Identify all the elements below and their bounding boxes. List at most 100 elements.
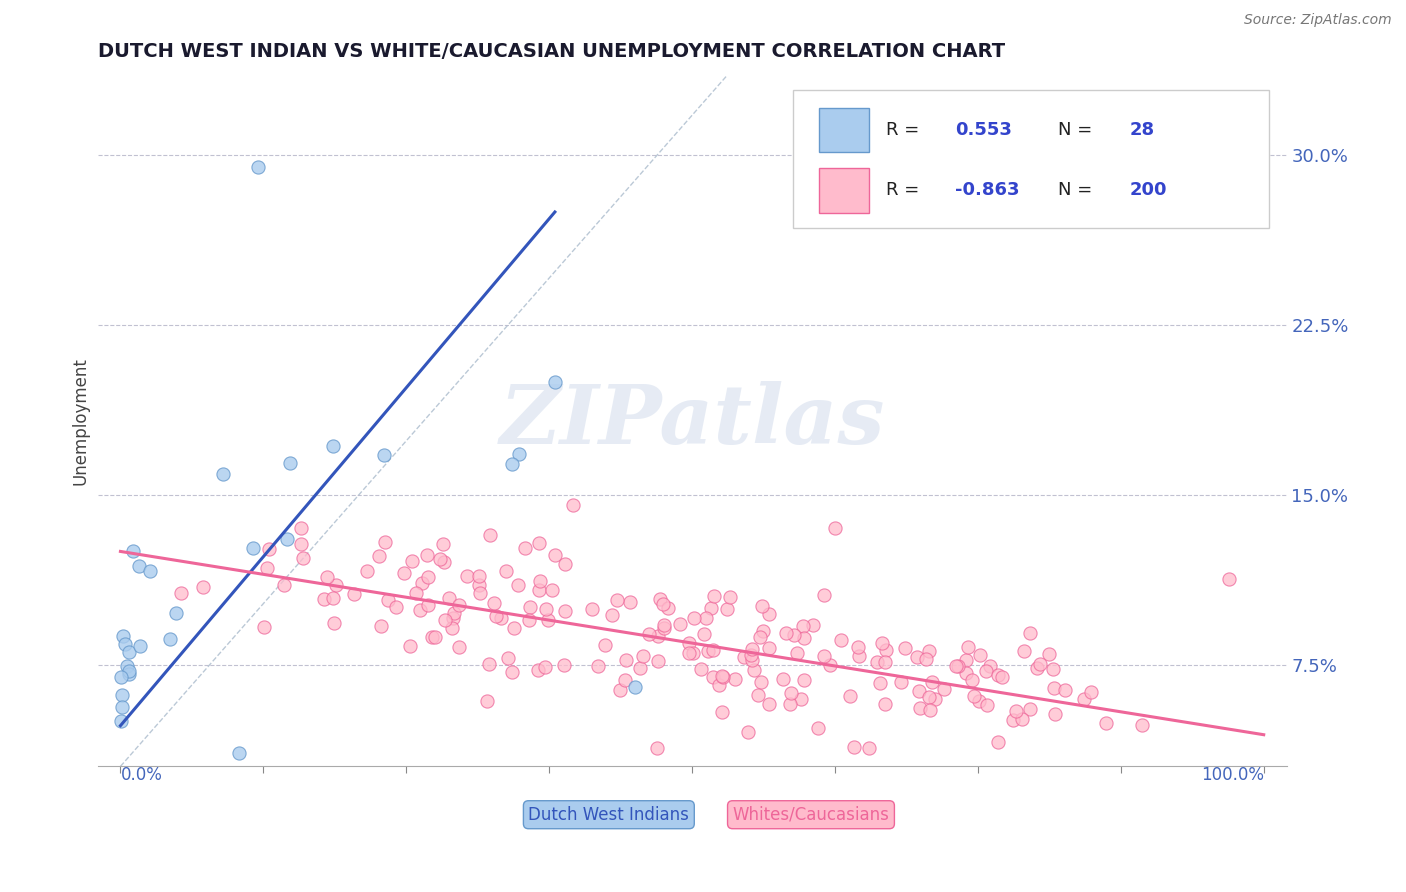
Point bbox=[418, 598, 440, 612]
Point bbox=[325, 577, 347, 591]
Text: 28: 28 bbox=[1129, 121, 1154, 139]
Point bbox=[485, 609, 508, 624]
Point bbox=[1130, 717, 1153, 731]
Point bbox=[790, 692, 813, 706]
Point bbox=[711, 705, 734, 719]
Point bbox=[456, 568, 478, 582]
Point bbox=[647, 629, 669, 643]
Point bbox=[416, 548, 439, 562]
Point bbox=[682, 646, 704, 660]
Point bbox=[650, 592, 672, 607]
Point bbox=[553, 657, 575, 672]
Point bbox=[118, 664, 141, 678]
Point bbox=[908, 684, 931, 698]
Point bbox=[619, 594, 641, 608]
Point bbox=[468, 586, 491, 600]
Point bbox=[807, 721, 830, 735]
Point bbox=[924, 692, 946, 706]
Point bbox=[638, 627, 661, 641]
Point bbox=[873, 655, 896, 669]
Point bbox=[628, 661, 651, 675]
Point bbox=[544, 548, 567, 562]
Point bbox=[960, 673, 983, 687]
Point bbox=[433, 556, 456, 570]
Point bbox=[699, 601, 721, 615]
Point bbox=[322, 439, 344, 453]
Point bbox=[957, 640, 980, 654]
Point bbox=[711, 670, 734, 684]
Point bbox=[1073, 691, 1095, 706]
Point bbox=[1095, 715, 1118, 730]
Point bbox=[1029, 657, 1052, 672]
Point bbox=[496, 651, 519, 665]
Point bbox=[783, 628, 806, 642]
Point bbox=[624, 680, 647, 694]
Point bbox=[377, 593, 399, 607]
Point bbox=[111, 689, 134, 703]
Text: ZIPatlas: ZIPatlas bbox=[499, 381, 884, 461]
Point bbox=[479, 528, 502, 542]
Point bbox=[955, 666, 977, 681]
Point bbox=[429, 552, 451, 566]
Point bbox=[401, 554, 423, 568]
Point bbox=[475, 693, 498, 707]
Point bbox=[138, 564, 160, 578]
Point bbox=[758, 641, 780, 656]
Point bbox=[1080, 685, 1102, 699]
Point bbox=[740, 648, 762, 662]
Point bbox=[657, 600, 679, 615]
Point bbox=[399, 639, 422, 653]
Point bbox=[702, 643, 724, 657]
Point bbox=[385, 600, 408, 615]
Point bbox=[689, 662, 711, 676]
Point bbox=[609, 683, 631, 698]
Point bbox=[411, 575, 433, 590]
Bar bbox=[820, 108, 869, 153]
Point bbox=[468, 578, 491, 592]
Point bbox=[824, 521, 846, 535]
Point bbox=[695, 611, 717, 625]
Point bbox=[710, 669, 733, 683]
Point bbox=[955, 653, 977, 667]
Point bbox=[392, 566, 415, 581]
Point bbox=[683, 611, 706, 625]
Text: Dutch West Indians: Dutch West Indians bbox=[529, 805, 689, 823]
Point bbox=[1004, 704, 1026, 718]
Point bbox=[122, 543, 145, 558]
Point bbox=[749, 630, 772, 644]
Point bbox=[724, 672, 747, 686]
Point bbox=[495, 564, 517, 578]
Point bbox=[322, 615, 344, 630]
Point bbox=[273, 578, 295, 592]
Point bbox=[562, 498, 585, 512]
Text: DUTCH WEST INDIAN VS WHITE/CAUCASIAN UNEMPLOYMENT CORRELATION CHART: DUTCH WEST INDIAN VS WHITE/CAUCASIAN UNE… bbox=[97, 42, 1005, 61]
Point bbox=[786, 646, 808, 660]
Point bbox=[449, 640, 471, 655]
Point bbox=[527, 663, 550, 677]
Point bbox=[554, 557, 576, 571]
Point bbox=[253, 619, 276, 633]
Point bbox=[758, 697, 780, 711]
Point bbox=[793, 632, 815, 646]
Y-axis label: Unemployment: Unemployment bbox=[72, 358, 89, 485]
Point bbox=[945, 659, 967, 673]
Point bbox=[115, 659, 138, 673]
Point bbox=[918, 690, 941, 705]
Point bbox=[1043, 707, 1066, 722]
Point bbox=[491, 611, 513, 625]
Point bbox=[758, 607, 780, 621]
Point bbox=[159, 632, 181, 647]
Point bbox=[508, 578, 530, 592]
Point bbox=[1218, 572, 1240, 586]
Point bbox=[974, 664, 997, 678]
Point bbox=[534, 602, 557, 616]
Point bbox=[527, 582, 550, 597]
Point bbox=[356, 564, 378, 578]
Point bbox=[541, 582, 564, 597]
Point bbox=[423, 630, 446, 644]
Point bbox=[290, 520, 312, 534]
Point bbox=[373, 448, 395, 462]
Point bbox=[111, 629, 134, 643]
Point bbox=[962, 689, 984, 703]
Point bbox=[866, 655, 889, 669]
